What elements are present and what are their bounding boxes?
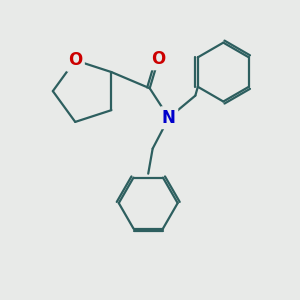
Text: O: O (68, 51, 82, 69)
Text: O: O (152, 50, 166, 68)
Text: N: N (162, 109, 176, 127)
